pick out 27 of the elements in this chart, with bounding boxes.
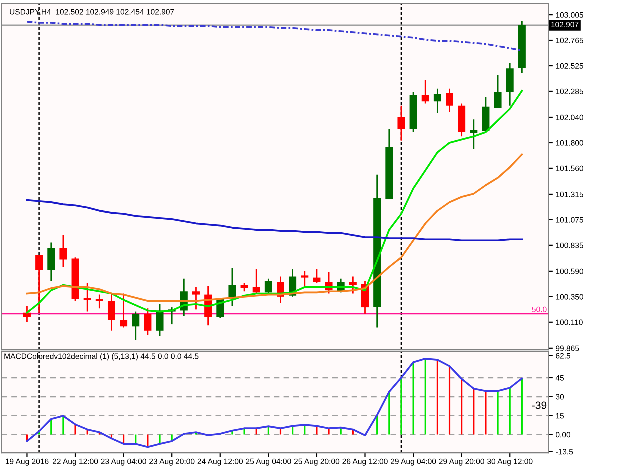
annotation: -39 bbox=[532, 402, 547, 410]
candlestick bbox=[349, 276, 357, 294]
candlestick bbox=[398, 105, 406, 142]
candlestick bbox=[36, 254, 44, 314]
line-series bbox=[26, 21, 524, 52]
candlestick bbox=[48, 242, 56, 282]
candlestick bbox=[470, 118, 478, 150]
candlestick bbox=[264, 278, 272, 294]
candlestick bbox=[120, 293, 128, 328]
candlestick bbox=[192, 286, 200, 310]
line-series bbox=[26, 199, 524, 242]
candlestick bbox=[108, 293, 116, 332]
candlestick bbox=[313, 268, 321, 284]
candlestick bbox=[132, 311, 140, 342]
candlestick bbox=[96, 294, 104, 310]
candlestick bbox=[60, 234, 68, 268]
candlestick bbox=[301, 270, 309, 288]
candlestick bbox=[494, 74, 502, 109]
candlestick bbox=[144, 308, 152, 336]
candlestick bbox=[422, 80, 430, 104]
candlestick bbox=[23, 306, 31, 324]
candlestick bbox=[156, 304, 164, 337]
candlestick bbox=[434, 88, 442, 114]
candlestick bbox=[84, 282, 92, 312]
candlestick bbox=[252, 268, 260, 294]
candlestick bbox=[506, 62, 514, 107]
candlestick bbox=[446, 88, 454, 113]
